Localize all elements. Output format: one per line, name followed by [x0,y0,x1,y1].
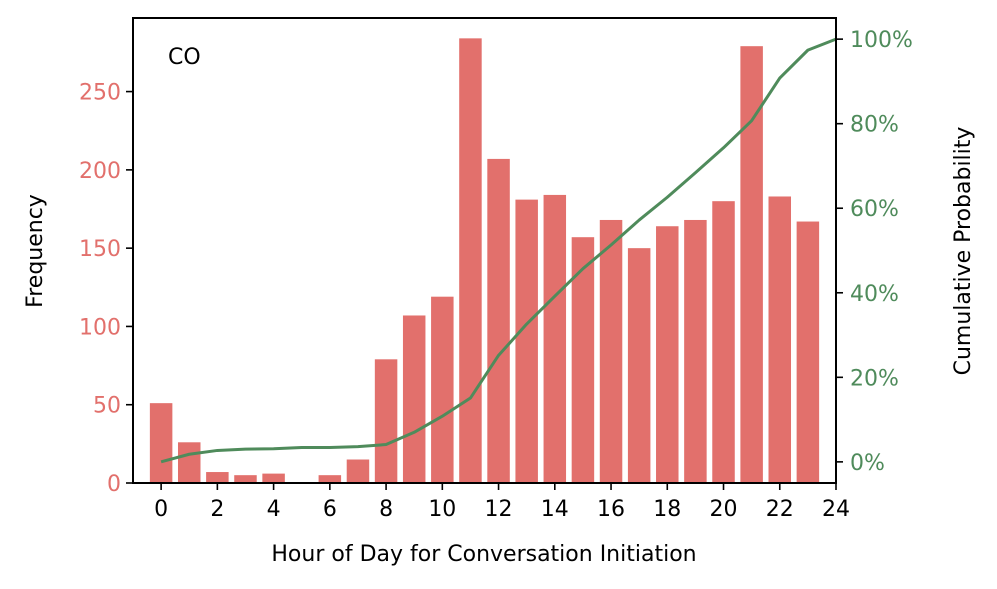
bar-hour-17 [627,248,651,483]
bar-hour-14 [543,194,567,483]
bar-hour-6 [318,475,342,483]
y2-tick-label: 40% [850,282,899,307]
cumulative-line-layer [160,37,837,464]
chart-annotation: CO [168,45,201,70]
bar-hour-13 [515,199,538,484]
bar-hour-20 [712,201,735,483]
x-tick-label: 4 [267,497,281,522]
bar-hour-19 [684,219,707,483]
plot-frame [132,17,837,484]
y2-axis-label: Cumulative Probability [951,127,976,376]
y2-tick-label: 20% [850,366,899,391]
x-tick-label: 14 [541,497,569,522]
bar-hour-8 [374,359,398,483]
cumulative-line [160,37,837,464]
bar-hour-1 [177,442,201,483]
bar-hour-9 [402,315,426,483]
x-tick-label: 18 [653,497,681,522]
bar-hour-3 [234,475,257,483]
x-tick-label: 22 [766,497,794,522]
y-axis-right: 0% 20% 40% 60% 80% 100% [836,28,913,476]
x-tick-label: 2 [210,497,224,522]
y-tick-label: 0 [107,472,121,497]
bar-hour-21 [740,46,763,483]
y2-tick-label: 0% [850,451,885,476]
y-tick-label: 200 [79,159,121,184]
y2-tick-label: 100% [850,28,913,53]
bar-hour-10 [431,296,454,483]
bar-hour-23 [796,221,820,484]
bars-layer [149,38,820,484]
y-tick-label: 100 [79,315,121,340]
y-tick-label: 250 [79,81,121,106]
bar-hour-7 [346,459,370,483]
y-axis-label: Frequency [23,194,48,308]
x-tick-label: 8 [379,497,393,522]
bar-hour-0 [149,403,173,483]
y-axis-left: 0 50 100 150 200 250 [79,81,133,497]
bar-hour-2 [206,472,229,483]
y-tick-label: 150 [79,237,121,262]
x-tick-label: 16 [597,497,625,522]
bar-hour-16 [599,219,623,483]
bar-hour-4 [262,473,285,483]
bar-hour-12 [487,158,510,483]
x-axis: 0 2 4 6 8 10 12 14 16 18 20 22 24 [154,483,850,522]
x-tick-label: 12 [485,497,513,522]
bar-hour-22 [768,196,792,483]
x-tick-label: 24 [822,497,850,522]
x-tick-label: 20 [710,497,738,522]
x-tick-label: 10 [428,497,456,522]
y2-tick-label: 60% [850,197,899,222]
x-axis-label: Hour of Day for Conversation Initiation [271,542,696,567]
bar-hour-11 [459,38,482,483]
x-tick-label: 6 [323,497,337,522]
y2-tick-label: 80% [850,113,899,138]
bar-hour-15 [571,237,595,483]
y-tick-label: 50 [93,394,121,419]
x-tick-label: 0 [154,497,168,522]
bar-hour-18 [656,226,679,483]
